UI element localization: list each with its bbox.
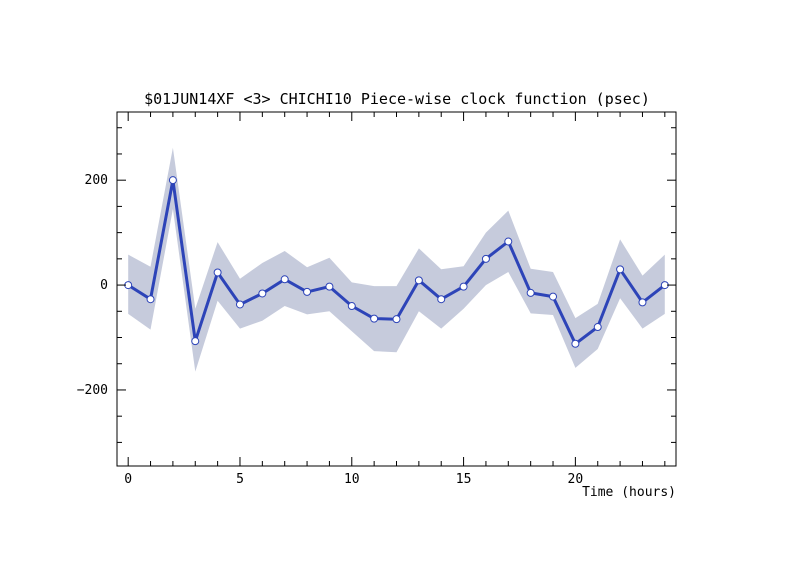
data-point bbox=[549, 292, 558, 301]
data-point bbox=[347, 302, 356, 311]
data-point bbox=[235, 300, 244, 309]
data-point bbox=[593, 323, 602, 332]
data-point bbox=[303, 287, 312, 296]
data-point bbox=[146, 295, 155, 304]
error-band-layer bbox=[128, 147, 665, 372]
y-tick-label: −200 bbox=[77, 383, 108, 398]
data-point bbox=[437, 295, 446, 304]
chart-title: $01JUN14XF <3> CHICHI10 Piece-wise clock… bbox=[144, 90, 650, 108]
data-point bbox=[392, 315, 401, 324]
x-tick-label: 20 bbox=[568, 472, 584, 487]
data-point bbox=[325, 282, 334, 291]
x-axis-label: Time (hours) bbox=[582, 485, 676, 500]
data-point bbox=[168, 176, 177, 185]
marker-layer bbox=[124, 176, 669, 348]
data-point bbox=[459, 282, 468, 291]
data-point bbox=[370, 314, 379, 323]
x-tick-label: 5 bbox=[236, 472, 244, 487]
y-tick-label: 0 bbox=[100, 278, 108, 293]
data-point bbox=[616, 265, 625, 274]
data-point bbox=[280, 275, 289, 284]
data-point bbox=[504, 237, 513, 246]
data-point bbox=[258, 289, 267, 298]
x-tick-label: 0 bbox=[124, 472, 132, 487]
y-tick-label: 200 bbox=[85, 173, 108, 188]
data-point bbox=[571, 339, 580, 348]
x-tick-label: 15 bbox=[456, 472, 472, 487]
tick-layer: 0 5 10 15 20 −200 0 200 bbox=[77, 112, 676, 487]
error-band bbox=[128, 147, 665, 372]
data-point bbox=[213, 268, 222, 277]
data-point bbox=[638, 298, 647, 307]
data-point bbox=[526, 288, 535, 297]
x-tick-label: 10 bbox=[344, 472, 360, 487]
data-point bbox=[191, 337, 200, 346]
data-point bbox=[481, 254, 490, 263]
data-point bbox=[414, 276, 423, 285]
